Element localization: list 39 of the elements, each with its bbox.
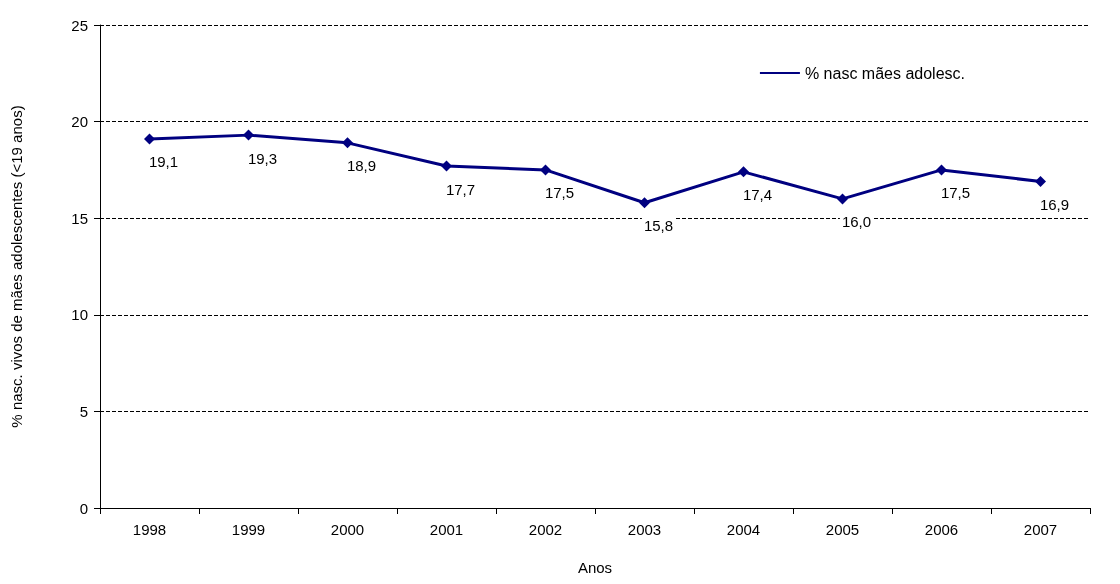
x-tick-label: 2003 (627, 521, 662, 538)
x-tick-label: 2006 (924, 521, 959, 538)
point (144, 133, 155, 145)
data-label: 15,8 (643, 217, 674, 235)
point (540, 164, 551, 176)
y-axis-title: % nasc. vivos de mães adolescentes (<19 anos) (8, 105, 25, 428)
data-label: 17,5 (544, 184, 575, 202)
point (738, 166, 749, 178)
y-tick-label: 0 (79, 499, 88, 517)
data-label: 19,3 (247, 149, 278, 167)
y-tick-label: 20 (71, 113, 88, 131)
point (243, 129, 254, 141)
x-tick-label: 2005 (825, 521, 860, 538)
y-tick-label: 5 (79, 402, 88, 420)
x-tick-label: 2001 (429, 521, 464, 538)
x-tick-label: 2004 (726, 521, 761, 538)
x-tick-label: 1998 (132, 521, 167, 538)
x-tick-label: 2000 (330, 521, 365, 538)
data-label: 19,1 (148, 153, 179, 171)
legend-label: % nasc mães adolesc. (804, 64, 965, 82)
y-tick-label: 15 (71, 209, 88, 227)
point (639, 197, 650, 209)
point (837, 193, 848, 205)
x-tick-label: 2007 (1023, 521, 1058, 538)
point (342, 137, 353, 149)
y-tick-label: 25 (71, 16, 88, 34)
data-label: 17,5 (940, 184, 971, 202)
data-label: 16,0 (841, 213, 872, 231)
point (1035, 175, 1046, 187)
point (441, 160, 452, 172)
y-tick-label: 10 (71, 306, 88, 324)
point (936, 164, 947, 176)
x-axis-title: Anos (577, 559, 613, 576)
data-label: 17,7 (445, 180, 476, 198)
data-label: 16,9 (1039, 195, 1070, 213)
data-label: 18,9 (346, 157, 377, 175)
x-tick-label: 2002 (528, 521, 563, 538)
data-label: 17,4 (742, 186, 773, 204)
x-tick-label: 1999 (231, 521, 266, 538)
